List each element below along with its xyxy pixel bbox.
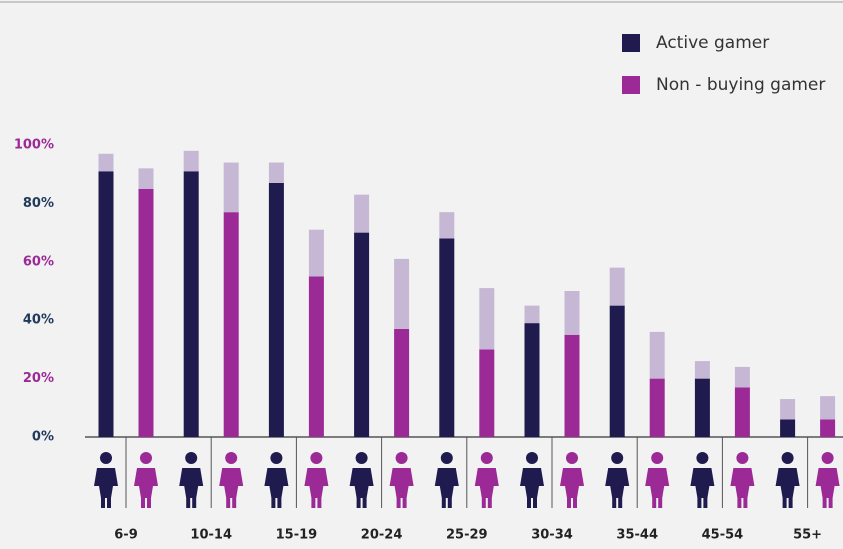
person-icon-body bbox=[219, 468, 244, 508]
x-tick-label: 55+ bbox=[793, 528, 822, 543]
bar-segment bbox=[354, 232, 370, 437]
person-icon-body bbox=[775, 468, 800, 508]
x-tick-label: 45-54 bbox=[702, 528, 744, 543]
person-icon-head bbox=[140, 452, 152, 464]
person-icon-body bbox=[349, 468, 374, 508]
bar-segment bbox=[98, 171, 114, 437]
person-icon-body bbox=[730, 468, 755, 508]
person-icon-head bbox=[185, 452, 198, 464]
bar-segment bbox=[649, 378, 665, 437]
bar-segment bbox=[223, 212, 239, 437]
bar-segment bbox=[183, 171, 199, 437]
bar-segment bbox=[439, 212, 455, 239]
person-icon-head bbox=[355, 452, 368, 464]
person-icon-head bbox=[480, 452, 493, 464]
bar-segment bbox=[780, 399, 796, 420]
bar-segment bbox=[734, 387, 750, 437]
person-icon-body bbox=[134, 468, 158, 508]
bar-segment bbox=[734, 366, 750, 388]
person-icon-body bbox=[264, 468, 289, 508]
person-icon-head bbox=[821, 452, 834, 464]
bar-segment bbox=[394, 258, 410, 329]
bar-segment bbox=[524, 323, 540, 437]
bar-segment bbox=[649, 331, 665, 379]
y-tick-label: 20% bbox=[23, 371, 54, 386]
person-icon-body bbox=[179, 468, 204, 508]
bar-segment bbox=[780, 419, 796, 437]
person-icon-body bbox=[605, 468, 630, 508]
bar-segment bbox=[183, 150, 199, 172]
person-icon-head bbox=[395, 452, 408, 464]
x-tick-label: 30-34 bbox=[531, 528, 573, 543]
legend-label: Active gamer bbox=[656, 33, 769, 53]
y-tick-label: 40% bbox=[23, 313, 54, 328]
bar-segment bbox=[609, 267, 625, 306]
bar-segment bbox=[694, 378, 710, 437]
x-tick-label: 35-44 bbox=[616, 528, 658, 543]
x-tick-label: 15-19 bbox=[276, 528, 318, 543]
bar-segment bbox=[479, 349, 495, 437]
person-icon-body bbox=[645, 468, 670, 508]
bar-segment bbox=[820, 419, 836, 437]
bar-segment bbox=[524, 305, 540, 324]
legend-swatch bbox=[622, 76, 640, 94]
person-icon-body bbox=[434, 468, 459, 508]
person-icon-body bbox=[520, 468, 544, 508]
bar-segment bbox=[609, 305, 625, 437]
person-icon-body bbox=[389, 468, 414, 508]
bar-segment bbox=[564, 334, 580, 437]
bar-segment bbox=[479, 288, 495, 350]
person-icon-head bbox=[270, 452, 283, 464]
person-icon-head bbox=[696, 452, 709, 464]
person-icon-head bbox=[310, 452, 323, 464]
x-tick-label: 20-24 bbox=[361, 528, 403, 543]
y-tick-label: 60% bbox=[23, 254, 54, 269]
bar-segment bbox=[439, 238, 455, 437]
person-icon-head bbox=[611, 452, 624, 464]
bar-segment bbox=[354, 194, 370, 233]
bar-segment bbox=[268, 182, 284, 437]
y-tick-label: 80% bbox=[23, 196, 54, 211]
bar-segment bbox=[694, 361, 710, 379]
y-tick-label: 0% bbox=[32, 430, 54, 445]
bar-segment bbox=[308, 229, 324, 277]
bar-segment bbox=[138, 168, 154, 189]
person-icon-body bbox=[690, 468, 715, 508]
person-icon-body bbox=[94, 468, 118, 508]
bar-segment bbox=[564, 291, 580, 335]
person-icon-head bbox=[566, 452, 578, 464]
legend-swatch bbox=[622, 34, 640, 52]
person-icon-body bbox=[474, 468, 499, 508]
bar-segment bbox=[138, 188, 154, 437]
person-icon-head bbox=[526, 452, 538, 464]
bar-segment bbox=[268, 162, 284, 183]
person-icon-head bbox=[440, 452, 453, 464]
person-icon-head bbox=[651, 452, 664, 464]
y-tick-label: 100% bbox=[14, 138, 54, 153]
person-icon-head bbox=[781, 452, 794, 464]
bar-segment bbox=[394, 328, 410, 437]
x-tick-label: 6-9 bbox=[114, 528, 138, 543]
bar-segment bbox=[820, 396, 836, 420]
person-icon-head bbox=[736, 452, 749, 464]
bar-segment bbox=[98, 153, 114, 172]
person-icon-body bbox=[560, 468, 584, 508]
person-icon-body bbox=[815, 468, 840, 508]
person-icon-body bbox=[304, 468, 329, 508]
bar-segment bbox=[308, 276, 324, 437]
x-tick-label: 10-14 bbox=[190, 528, 232, 543]
person-icon-head bbox=[100, 452, 112, 464]
bar-segment bbox=[223, 162, 239, 213]
x-tick-label: 25-29 bbox=[446, 528, 488, 543]
person-icon-head bbox=[225, 452, 238, 464]
legend-label: Non - buying gamer bbox=[656, 75, 825, 95]
